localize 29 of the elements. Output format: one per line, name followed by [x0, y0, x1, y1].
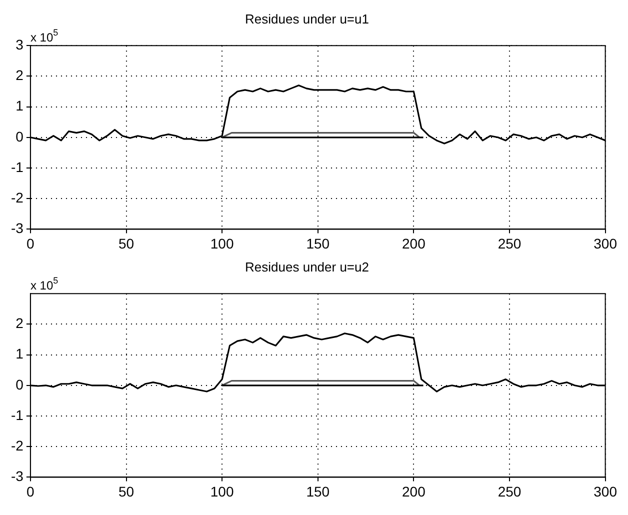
- y-tick-label: -2: [10, 437, 24, 454]
- x-tick-label: 150: [306, 235, 330, 252]
- y-tick-label: -1: [10, 406, 24, 423]
- x-tick-label: 150: [306, 483, 330, 500]
- x-tick-label: 100: [210, 483, 234, 500]
- y-tick-label: 2: [16, 67, 24, 84]
- y-tick-label: -2: [10, 189, 24, 206]
- y-tick-label: -3: [10, 468, 24, 484]
- y-tick-label: 3: [16, 36, 24, 52]
- x-tick-label: 200: [402, 483, 426, 500]
- y-tick-label: 1: [16, 346, 24, 362]
- chart-title: Residues under u=u1: [245, 11, 369, 26]
- x-tick-label: 0: [26, 235, 35, 252]
- y-tick-label: 0: [16, 376, 24, 392]
- y-tick-label: -3: [10, 220, 24, 236]
- x-tick-label: 50: [118, 235, 134, 252]
- y-tick-label: 1: [16, 98, 24, 114]
- x-tick-label: 250: [498, 483, 522, 500]
- x-tick-label: 50: [118, 483, 134, 500]
- x-tick-label: 100: [210, 235, 234, 252]
- y-tick-label: -1: [10, 158, 24, 175]
- chart-title: Residues under u=u2: [245, 259, 369, 274]
- x-tick-label: 300: [594, 235, 618, 252]
- x-tick-label: 250: [498, 235, 522, 252]
- x-tick-label: 0: [26, 483, 35, 500]
- x-tick-label: 200: [402, 235, 426, 252]
- y-tick-label: 0: [16, 128, 24, 144]
- y-tick-label: 2: [16, 315, 24, 332]
- x-tick-label: 300: [594, 483, 618, 500]
